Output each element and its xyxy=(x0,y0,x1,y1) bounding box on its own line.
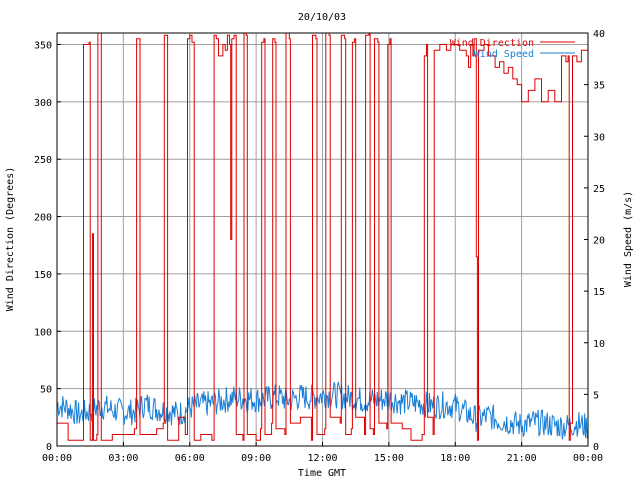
x-tick-label: 09:00 xyxy=(241,453,271,464)
y-right-tick-label: 25 xyxy=(593,184,605,195)
y-right-tick-label: 40 xyxy=(593,29,605,40)
chart-title: 20/10/03 xyxy=(298,12,346,23)
series-wind-direction xyxy=(57,32,589,441)
x-tick-label: 06:00 xyxy=(175,453,205,464)
y-left-tick-label: 250 xyxy=(34,155,52,166)
x-tick-label: 00:00 xyxy=(42,453,72,464)
legend-label-wind-direction: Wind Direction xyxy=(450,38,534,49)
y-right-tick-label: 20 xyxy=(593,236,605,247)
grid xyxy=(57,33,588,446)
series-wind-speed xyxy=(56,381,589,440)
x-tick-label: 18:00 xyxy=(440,453,470,464)
y-axis-label-left: Wind Direction (Degrees) xyxy=(5,167,16,312)
y-right-tick-label: 15 xyxy=(593,287,605,298)
y-right-tick-label: 0 xyxy=(593,442,599,453)
y-left-tick-label: 300 xyxy=(34,98,52,109)
series-layer xyxy=(56,32,589,441)
y-right-tick-label: 5 xyxy=(593,390,599,401)
ticks: 00:00 03:00 06:00 09:00 12:00 15:00 18:00 21:00… xyxy=(34,29,605,464)
y-left-tick-label: 100 xyxy=(34,327,52,338)
x-tick-label: 15:00 xyxy=(374,453,404,464)
y-right-tick-label: 10 xyxy=(593,339,605,350)
y-left-tick-label: 350 xyxy=(34,40,52,51)
y-right-tick-label: 30 xyxy=(593,132,605,143)
y-axis-label-right: Wind Speed (m/s) xyxy=(623,191,634,287)
x-tick-label: 21:00 xyxy=(507,453,537,464)
y-left-tick-label: 150 xyxy=(34,270,52,281)
x-axis-label: Time GMT xyxy=(298,468,346,479)
x-tick-label: 03:00 xyxy=(108,453,138,464)
legend-label-wind-speed: Wind Speed xyxy=(474,49,534,60)
x-tick-label: 00:00 xyxy=(573,453,603,464)
y-left-tick-label: 50 xyxy=(40,385,52,396)
legend: Wind Direction Wind Speed xyxy=(450,38,575,60)
x-tick-label: 12:00 xyxy=(307,453,337,464)
y-left-tick-label: 200 xyxy=(34,213,52,224)
y-right-tick-label: 35 xyxy=(593,81,605,92)
y-left-tick-label: 0 xyxy=(46,442,52,453)
